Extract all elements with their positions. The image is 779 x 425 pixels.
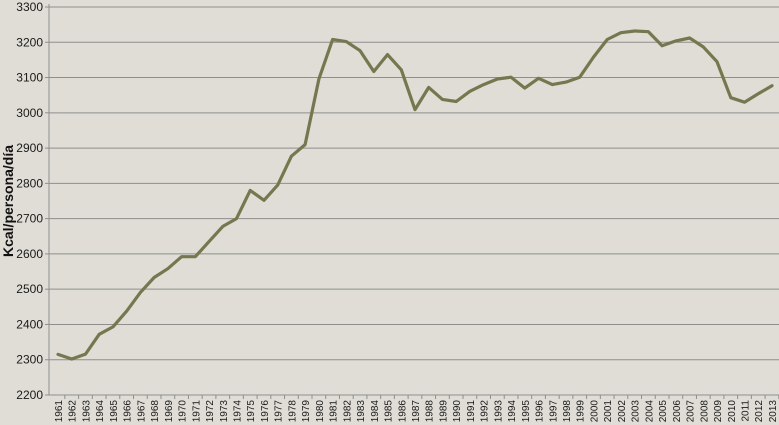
x-tick-label: 1989 — [438, 400, 449, 423]
y-tick-label: 3200 — [16, 35, 43, 49]
y-axis-label: Kcal/persona/día — [0, 145, 16, 257]
x-tick-label: 1975 — [246, 400, 257, 423]
x-tick-label: 1999 — [576, 400, 587, 423]
x-tick-label: 1974 — [232, 400, 243, 423]
x-tick-label: 1973 — [219, 400, 230, 423]
x-tick-label: 1966 — [123, 400, 134, 423]
x-tick-label: 1970 — [178, 400, 189, 423]
x-tick-label: 1978 — [287, 400, 298, 423]
x-tick-label: 1967 — [136, 400, 147, 423]
y-tick-label: 3100 — [16, 71, 43, 85]
x-tick-label: 2004 — [644, 400, 655, 423]
x-tick-label: 1994 — [507, 400, 518, 423]
x-tick-label: 2006 — [672, 400, 683, 423]
x-tick-label: 1991 — [466, 400, 477, 423]
y-axis-ticks: 2200 2300 2400 2500 2600 2700 2800 2900 3000 3100… — [16, 0, 49, 402]
x-axis-ticks: 1961 1962 1963 1964 1965 1966 1967 1968 1969 1970… — [54, 395, 779, 422]
x-tick-label: 1964 — [95, 400, 106, 423]
x-tick-label: 1998 — [562, 400, 573, 423]
x-tick-label: 2010 — [727, 400, 738, 423]
x-tick-label: 2000 — [589, 400, 600, 423]
x-tick-label: 1982 — [342, 400, 353, 423]
y-tick-label: 2400 — [16, 317, 43, 331]
y-tick-label: 2500 — [16, 282, 43, 296]
y-tick-label: 2800 — [16, 176, 43, 190]
gridlines — [49, 6, 779, 361]
x-tick-label: 1993 — [493, 400, 504, 423]
x-tick-label: 2011 — [741, 400, 752, 422]
x-tick-label: 1990 — [452, 400, 463, 423]
y-tick-label: 2700 — [16, 212, 43, 226]
x-tick-label: 1961 — [54, 400, 65, 423]
x-tick-label: 1963 — [81, 400, 92, 423]
x-tick-label: 1976 — [260, 400, 271, 423]
x-tick-label: 1987 — [411, 400, 422, 423]
x-tick-label: 2005 — [658, 400, 669, 423]
x-tick-label: 2012 — [754, 400, 765, 423]
x-tick-label: 1986 — [397, 400, 408, 423]
x-tick-label: 1984 — [370, 400, 381, 423]
x-tick-label: 1985 — [384, 400, 395, 423]
x-tick-label: 2001 — [603, 400, 614, 423]
y-tick-label: 3000 — [16, 106, 43, 120]
series-line — [56, 29, 774, 361]
x-tick-label: 2007 — [686, 400, 697, 423]
x-tick-label: 1992 — [480, 400, 491, 423]
y-tick-label: 2300 — [16, 353, 43, 367]
x-tick-label: 1977 — [274, 400, 285, 423]
x-tick-label: 1988 — [425, 400, 436, 423]
x-tick-label: 1972 — [205, 400, 216, 423]
y-tick-label: 2600 — [16, 247, 43, 261]
x-tick-label: 1965 — [109, 400, 120, 423]
x-tick-label: 1980 — [315, 400, 326, 423]
x-tick-label: 2003 — [631, 400, 642, 423]
x-tick-label: 1968 — [150, 400, 161, 423]
x-tick-label: 1971 — [191, 400, 202, 423]
x-tick-label: 2013 — [768, 400, 779, 423]
y-tick-label: 3300 — [16, 0, 43, 14]
x-tick-label: 1969 — [164, 400, 175, 423]
x-tick-label: 1996 — [535, 400, 546, 423]
x-tick-label: 1981 — [329, 400, 340, 423]
y-tick-label: 2200 — [16, 388, 43, 402]
y-tick-label: 2900 — [16, 141, 43, 155]
x-tick-label: 2002 — [617, 400, 628, 423]
x-tick-label: 1979 — [301, 400, 312, 423]
x-tick-label: 1983 — [356, 400, 367, 423]
x-tick-label: 1995 — [521, 400, 532, 423]
x-tick-label: 1997 — [548, 400, 559, 423]
x-tick-label: 2008 — [699, 400, 710, 423]
x-tick-label: 2009 — [713, 400, 724, 423]
x-tick-label: 1962 — [68, 400, 79, 423]
